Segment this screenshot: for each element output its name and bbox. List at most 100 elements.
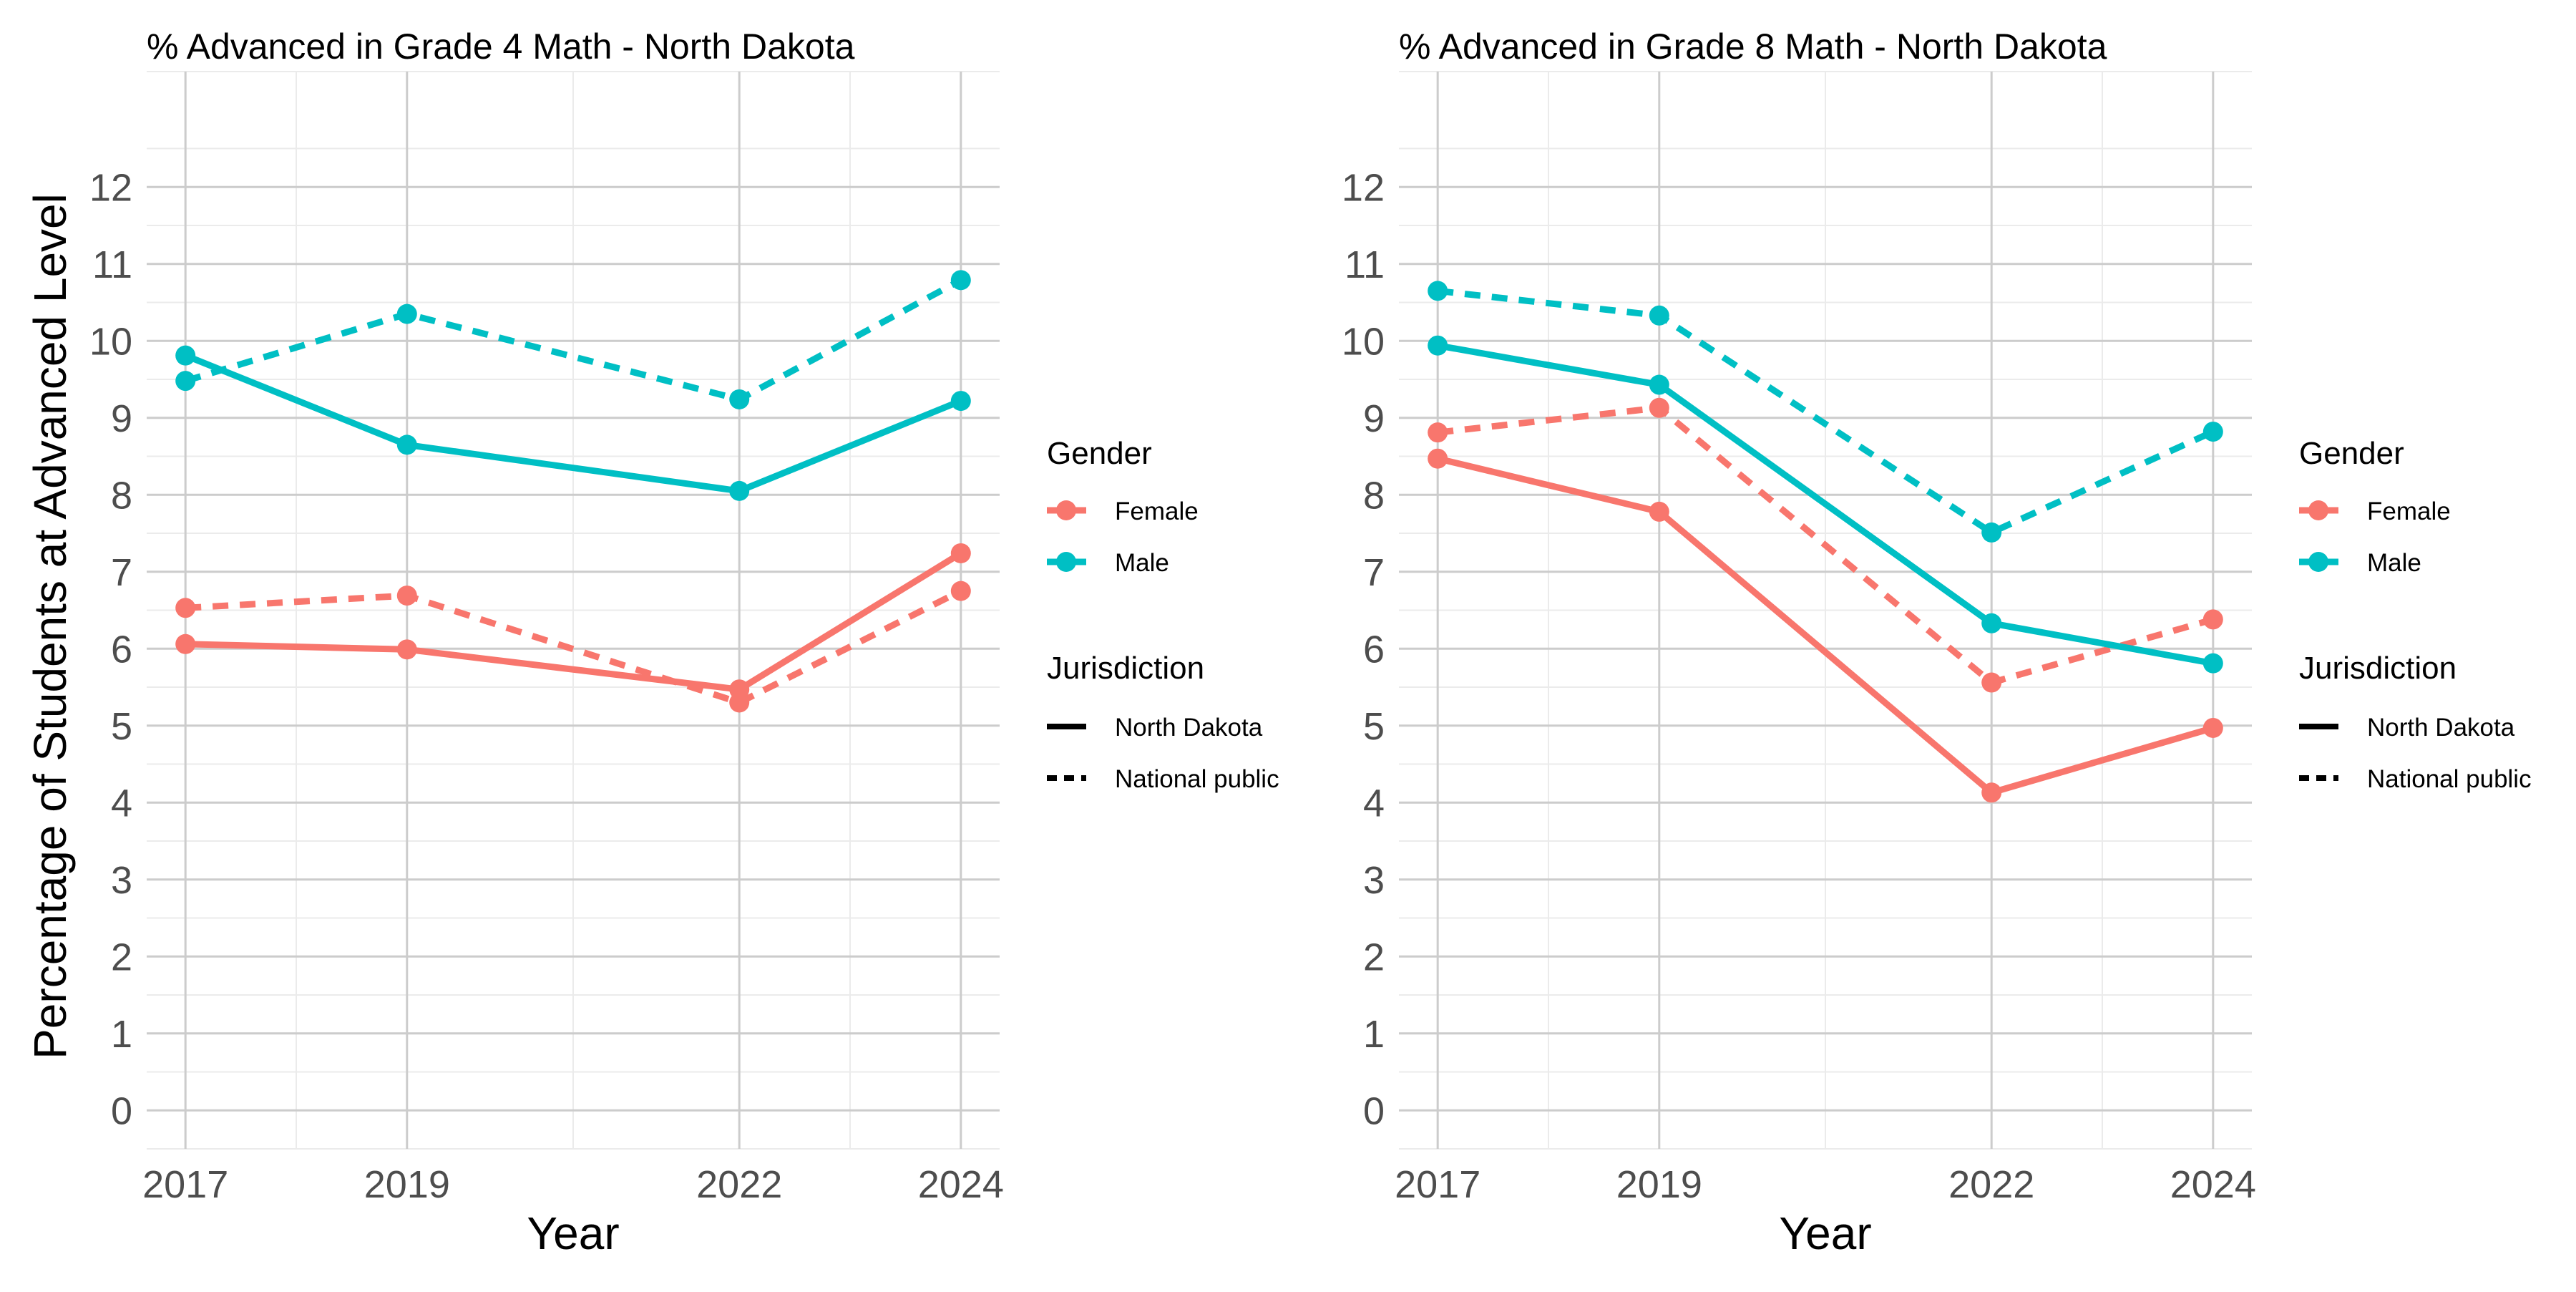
chart-title: % Advanced in Grade 8 Math - North Dakot… xyxy=(1399,26,2107,67)
data-point-female xyxy=(1428,448,1448,469)
data-point-female xyxy=(1649,397,1669,418)
x-tick-label: 2024 xyxy=(2170,1163,2256,1206)
data-point-male xyxy=(175,345,196,366)
y-tick-label: 6 xyxy=(1363,628,1385,671)
y-tick-label: 12 xyxy=(1342,166,1385,209)
data-point-female xyxy=(175,598,196,618)
x-tick-label: 2019 xyxy=(1616,1163,1702,1206)
data-series xyxy=(175,270,971,713)
chart-panel-1: % Advanced in Grade 4 Math - North Dakot… xyxy=(89,26,1279,1259)
data-point-male xyxy=(729,480,750,501)
series-line-female-national-public xyxy=(1437,404,2215,686)
data-series xyxy=(1428,281,2223,803)
data-point-male xyxy=(1428,281,1448,301)
legend-label: North Dakota xyxy=(2367,714,2515,742)
data-point-male xyxy=(950,270,971,291)
data-point-female xyxy=(396,639,417,660)
data-point-female xyxy=(1981,672,2002,693)
y-tick-label: 4 xyxy=(111,782,132,825)
series-line-male-national-public xyxy=(1437,287,2215,536)
data-point-male xyxy=(2202,422,2223,442)
y-tick-label: 1 xyxy=(111,1013,132,1056)
data-point-male xyxy=(396,434,417,455)
y-tick-label: 5 xyxy=(111,705,132,748)
x-tick-label: 2017 xyxy=(1395,1163,1480,1206)
legend: Gender Female Male Jurisdiction North Dakota… xyxy=(1047,436,1279,793)
data-point-female xyxy=(950,581,971,601)
y-tick-label: 11 xyxy=(1345,243,1385,286)
y-tick-label: 5 xyxy=(1363,705,1385,748)
y-tick-label: 9 xyxy=(111,397,132,440)
data-point-male xyxy=(729,389,750,409)
data-point-male xyxy=(1649,305,1669,326)
legend-label: National public xyxy=(1115,765,1279,793)
y-axis-title: Percentage of Students at Advanced Level xyxy=(24,193,76,1059)
series-line-male-north-dakota xyxy=(184,352,962,495)
y-tick-label: 8 xyxy=(111,474,132,517)
legend-key-point xyxy=(1056,552,1076,572)
legend-label: Female xyxy=(1115,497,1199,525)
legend: Gender Female Male Jurisdiction North Dakota… xyxy=(2299,436,2532,793)
x-tick-label: 2017 xyxy=(142,1163,228,1206)
legend-title-jurisdiction: Jurisdiction xyxy=(2299,651,2457,686)
y-tick-label: 1 xyxy=(1363,1013,1385,1056)
x-axis-title: Year xyxy=(527,1208,619,1259)
chart-title: % Advanced in Grade 4 Math - North Dakot… xyxy=(147,26,855,67)
y-tick-label: 0 xyxy=(1363,1089,1385,1132)
data-point-female xyxy=(729,692,750,713)
legend-key-point xyxy=(2308,552,2328,572)
data-point-female xyxy=(950,543,971,563)
y-tick-label: 2 xyxy=(1363,936,1385,978)
data-point-female xyxy=(175,633,196,654)
legend-label: North Dakota xyxy=(1115,714,1263,742)
y-tick-label: 2 xyxy=(111,936,132,978)
series-line-male-national-public xyxy=(184,277,962,403)
y-tick-label: 12 xyxy=(89,166,132,209)
y-tick-label: 6 xyxy=(111,628,132,671)
data-point-male xyxy=(396,303,417,324)
y-tick-label: 10 xyxy=(1342,320,1385,363)
legend-label: Male xyxy=(1115,549,1169,577)
data-point-female xyxy=(2202,717,2223,738)
data-point-male xyxy=(950,391,971,412)
x-tick-label: 2022 xyxy=(1948,1163,2034,1206)
data-point-female xyxy=(396,586,417,606)
data-point-female xyxy=(1649,501,1669,522)
legend-key-point xyxy=(1056,500,1076,520)
grid-lines xyxy=(1399,71,2252,1150)
series-line-female-north-dakota xyxy=(1437,455,2215,796)
data-point-male xyxy=(2202,653,2223,674)
y-tick-label: 3 xyxy=(1363,859,1385,902)
y-tick-label: 0 xyxy=(111,1089,132,1132)
y-tick-label: 11 xyxy=(92,243,132,286)
x-tick-label: 2024 xyxy=(918,1163,1004,1206)
legend-label: Male xyxy=(2367,549,2421,577)
chart-panel-2: % Advanced in Grade 8 Math - North Dakot… xyxy=(1342,26,2532,1259)
data-point-male xyxy=(1981,613,2002,633)
data-point-female xyxy=(1428,422,1448,443)
y-tick-label: 7 xyxy=(111,551,132,594)
x-tick-label: 2022 xyxy=(696,1163,782,1206)
legend-key-point xyxy=(2308,500,2328,520)
data-point-male xyxy=(1428,335,1448,356)
y-tick-label: 8 xyxy=(1363,474,1385,517)
data-point-female xyxy=(1981,782,2002,803)
data-point-male xyxy=(1649,374,1669,395)
y-tick-label: 9 xyxy=(1363,397,1385,440)
series-line-female-national-public xyxy=(185,588,962,706)
y-tick-label: 4 xyxy=(1363,782,1385,825)
data-point-male xyxy=(1981,522,2002,543)
legend-label: Female xyxy=(2367,497,2451,525)
data-point-male xyxy=(175,371,196,392)
legend-title-gender: Gender xyxy=(1047,436,1152,471)
y-tick-label: 10 xyxy=(89,320,132,363)
legend-title-gender: Gender xyxy=(2299,436,2404,471)
data-point-female xyxy=(2202,609,2223,630)
series-line-female-north-dakota xyxy=(185,550,963,693)
series-line-male-north-dakota xyxy=(1437,342,2214,667)
x-axis-title: Year xyxy=(1779,1208,1871,1259)
legend-label: National public xyxy=(2367,765,2532,793)
y-tick-label: 7 xyxy=(1363,551,1385,594)
